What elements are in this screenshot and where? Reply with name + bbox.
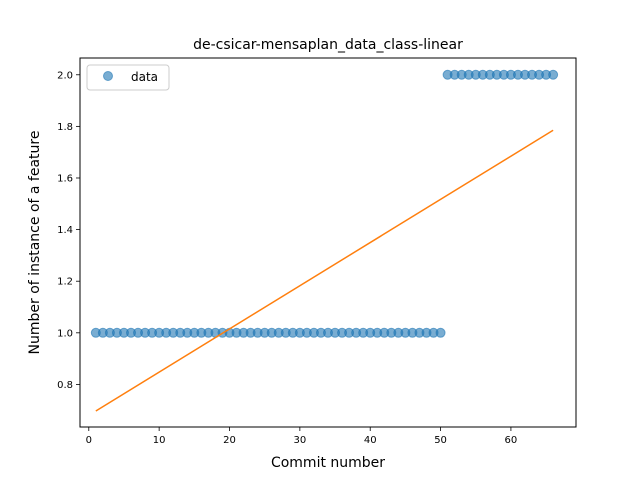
- y-axis-ticks: 0.8 1.0 1.2 1.4 1.6 1.8 2.0: [57, 70, 80, 391]
- plot-layer: [90, 69, 559, 412]
- x-tick-label: 30: [293, 435, 306, 446]
- x-axis-ticks: 0 10 20 30 40 50 60: [86, 427, 518, 446]
- y-tick-label: 2.0: [57, 70, 73, 81]
- legend-marker-data: [103, 71, 113, 81]
- chart-title: de-csicar-mensaplan_data_class-linear: [193, 37, 463, 53]
- x-tick-label: 20: [223, 435, 236, 446]
- data-point: [435, 327, 446, 338]
- y-tick-label: 1.4: [57, 225, 73, 236]
- x-tick-label: 10: [153, 435, 166, 446]
- x-tick-label: 50: [434, 435, 447, 446]
- legend-label-data: data: [131, 70, 158, 84]
- legend: data: [86, 64, 170, 91]
- x-axis-label: Commit number: [271, 455, 385, 471]
- y-tick-label: 1.2: [57, 277, 73, 288]
- x-tick-label: 40: [364, 435, 377, 446]
- plot-frame: [79, 57, 577, 428]
- y-tick-label: 0.8: [57, 380, 73, 391]
- y-tick-label: 1.8: [57, 122, 73, 133]
- x-tick-label: 60: [505, 435, 518, 446]
- y-tick-label: 1.0: [57, 328, 73, 339]
- y-tick-label: 1.6: [57, 173, 73, 184]
- x-tick-label: 0: [86, 435, 92, 446]
- trend-line: [95, 129, 554, 412]
- y-axis-label: Number of instance of a feature: [27, 131, 43, 355]
- data-point: [548, 69, 559, 80]
